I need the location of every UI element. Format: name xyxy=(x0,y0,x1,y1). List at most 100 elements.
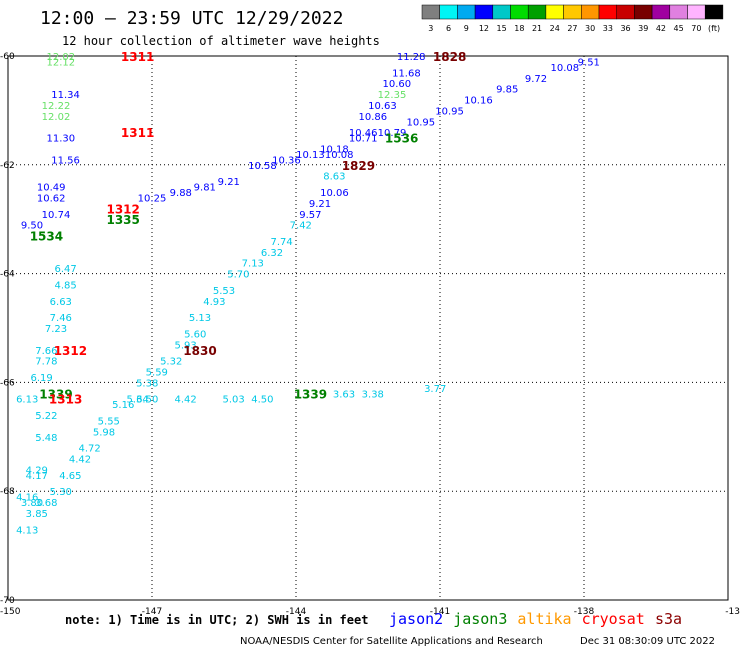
wave-height-point: 9.57 xyxy=(299,210,321,221)
wave-height-point: 12.22 xyxy=(42,101,71,112)
colorbar-label: 33 xyxy=(603,24,613,33)
time-label: 1313 xyxy=(49,393,82,407)
wave-height-point: 10.86 xyxy=(358,112,387,123)
x-tick-label: -147 xyxy=(142,607,162,617)
colorbar-label: 42 xyxy=(656,24,666,33)
time-label: 1339 xyxy=(294,387,327,401)
wave-height-point: 9.85 xyxy=(496,85,518,96)
x-tick-label: -150 xyxy=(0,607,21,617)
colorbar-label: 27 xyxy=(567,24,577,33)
wave-height-point: 7.74 xyxy=(270,237,292,248)
colorbar-label: 15 xyxy=(497,24,507,33)
wave-height-point: 6.19 xyxy=(30,373,52,384)
legend-entry-cryosat: cryosat xyxy=(582,610,645,628)
wave-height-point: 7.46 xyxy=(50,313,72,324)
colorbar-swatch xyxy=(474,4,494,20)
colorbar-label: 24 xyxy=(550,24,560,33)
time-label: 1339 xyxy=(39,387,72,401)
wave-height-point: 3.38 xyxy=(362,389,384,400)
wave-height-point: 10.49 xyxy=(37,183,66,194)
y-tick-label: -70 xyxy=(0,596,15,606)
time-label: 1536 xyxy=(385,132,418,146)
wave-height-point: 10.46 xyxy=(349,128,378,139)
y-tick-label: -60 xyxy=(0,52,15,62)
wave-height-point: 5.32 xyxy=(160,357,182,368)
colorbar-label: 39 xyxy=(638,24,648,33)
time-label: 1312 xyxy=(106,202,139,216)
wave-height-point: 7.13 xyxy=(242,259,264,270)
wave-height-point: 3.80 xyxy=(21,498,43,509)
colorbar-label: 70 xyxy=(691,24,701,33)
wave-height-point: 9.51 xyxy=(578,57,600,68)
colorbar-swatch xyxy=(634,4,653,20)
wave-height-point: 11.34 xyxy=(51,90,80,101)
colorbar-swatch xyxy=(563,4,582,20)
wave-height-point: 11.56 xyxy=(51,155,80,166)
wave-height-point: 8.63 xyxy=(323,172,345,183)
wave-height-point: 10.58 xyxy=(248,161,277,172)
wave-height-point: 5.34 xyxy=(126,395,148,406)
time-label: 1534 xyxy=(30,230,63,244)
wave-height-point: 3.68 xyxy=(35,498,57,509)
time-label: 1311 xyxy=(121,126,154,140)
wave-height-point: 7.66 xyxy=(35,346,57,357)
wave-height-point: 5.59 xyxy=(146,368,168,379)
color-scale-bar: 3 6 9 12 15 18 21 24 27 30 33 36 39 42 45 70 (ft) xyxy=(421,4,724,33)
legend-entry-jason2: jason2 xyxy=(389,610,443,628)
footer-credit: NOAA/NESDIS Center for Satellite Applica… xyxy=(240,636,543,647)
wave-height-point: 5.55 xyxy=(98,416,120,427)
x-tick-label: -138 xyxy=(574,607,595,617)
y-tick-label: -66 xyxy=(0,378,15,388)
wave-height-point: 10.63 xyxy=(368,101,397,112)
wave-height-point: 5.38 xyxy=(136,378,158,389)
wave-height-point: 12.35 xyxy=(378,90,407,101)
colorbar-swatch xyxy=(616,4,635,20)
time-label: 1311 xyxy=(121,50,154,64)
colorbar-label: 30 xyxy=(585,24,595,33)
colorbar-swatch xyxy=(687,4,706,20)
y-tick-label: -68 xyxy=(0,487,15,497)
legend-entry-s3a: s3a xyxy=(655,610,682,628)
wave-height-point: 6.47 xyxy=(54,264,76,275)
colorbar-swatch xyxy=(457,4,476,20)
wave-height-point: 5.60 xyxy=(184,329,206,340)
wave-height-point: 4.50 xyxy=(251,395,273,406)
wave-height-point: 10.18 xyxy=(320,144,349,155)
wave-height-point: 4.65 xyxy=(59,471,81,482)
wave-height-point: 10.62 xyxy=(37,193,66,204)
colorbar-swatch xyxy=(581,4,600,20)
wave-height-point: 4.16 xyxy=(16,493,38,504)
wave-height-point: 11.28 xyxy=(397,52,426,63)
wave-height-point: 6.50 xyxy=(136,395,158,406)
wave-height-point: 4.93 xyxy=(203,297,225,308)
colorbar-swatch xyxy=(492,4,511,20)
wave-height-point: 10.79 xyxy=(378,128,407,139)
wave-height-point: 4.42 xyxy=(174,395,196,406)
wave-height-point: 4.17 xyxy=(26,471,48,482)
wave-height-point: 5.13 xyxy=(189,313,211,324)
wave-height-point: 10.36 xyxy=(272,155,301,166)
wave-height-point: 5.03 xyxy=(222,395,244,406)
wave-height-point: 9.81 xyxy=(194,183,216,194)
wave-height-point: 7.23 xyxy=(45,324,67,335)
colorbar-swatch xyxy=(439,4,458,20)
footer-note: note: 1) Time is in UTC; 2) SWH is in fe… xyxy=(65,613,368,627)
wave-height-point: 9.21 xyxy=(218,177,240,188)
wave-height-point: 4.42 xyxy=(69,455,91,466)
colorbar-label: 18 xyxy=(514,24,524,33)
colorbar-label: 21 xyxy=(532,24,542,33)
wave-height-point: 9.21 xyxy=(309,199,331,210)
chart-title: 12:00 – 23:59 UTC 12/29/2022 xyxy=(40,8,343,29)
wave-height-point: 10.71 xyxy=(349,134,378,145)
colorbar-label: 9 xyxy=(464,24,469,33)
wave-height-point: 4.72 xyxy=(78,444,100,455)
plot-frame xyxy=(7,55,729,601)
wave-height-point: 6.32 xyxy=(261,248,283,259)
wave-height-point: 3.63 xyxy=(333,389,355,400)
wave-height-point: 5.22 xyxy=(35,411,57,422)
wave-height-point: 10.06 xyxy=(320,188,349,199)
wave-height-point: 10.74 xyxy=(42,210,71,221)
